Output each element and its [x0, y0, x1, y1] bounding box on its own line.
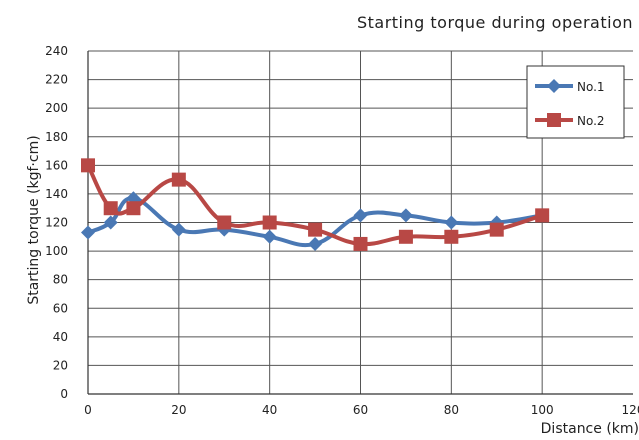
data-point: [398, 208, 413, 223]
data-point: [81, 158, 95, 173]
y-tick-label: 240: [45, 44, 68, 58]
y-tick-label: 60: [53, 301, 68, 315]
x-tick-label: 60: [353, 403, 368, 417]
y-tick-label: 140: [45, 187, 68, 201]
series-2: [81, 158, 550, 251]
x-tick-label: 80: [444, 403, 459, 417]
legend-box: [526, 65, 625, 139]
legend-item: No.2: [535, 113, 605, 128]
legend-swatch-marker: [547, 113, 561, 127]
legend-label: No.2: [577, 114, 605, 128]
legend-items: No.1 No.2: [535, 79, 605, 128]
data-point: [444, 229, 459, 244]
x-tick-label: 120: [622, 403, 639, 417]
x-tick-label: 0: [84, 403, 92, 417]
data-point: [171, 172, 186, 187]
x-tick-label: 100: [531, 403, 554, 417]
x-tick-label: 40: [262, 403, 277, 417]
plot-series: [81, 158, 550, 251]
y-axis-label: Starting torque (kgf·cm): [26, 135, 42, 304]
y-tick-label: 0: [60, 387, 68, 401]
x-tick-label: 20: [171, 403, 186, 417]
y-tick-label: 100: [45, 244, 68, 258]
data-point: [308, 236, 323, 251]
data-point: [353, 236, 368, 251]
data-point: [103, 215, 118, 230]
data-point: [262, 215, 277, 230]
legend-swatch-marker: [547, 79, 561, 93]
y-tick-label: 200: [45, 101, 68, 115]
chart-title: Starting torque during operation: [357, 13, 633, 32]
y-tick-label: 220: [45, 73, 68, 87]
y-tick-label: 160: [45, 158, 68, 172]
data-point: [535, 208, 550, 223]
legend-item: No.1: [535, 79, 605, 94]
data-point: [308, 222, 323, 237]
data-point: [489, 222, 504, 237]
y-tick-label: 40: [53, 330, 68, 344]
data-point: [126, 201, 141, 216]
data-point: [398, 229, 413, 244]
data-point: [262, 229, 277, 244]
data-point: [217, 215, 232, 230]
y-tick-label: 20: [53, 358, 68, 372]
x-axis-label: Distance (km): [541, 421, 639, 437]
legend: No.1 No.2: [526, 65, 625, 139]
data-point: [171, 222, 186, 237]
y-tick-label: 80: [53, 273, 68, 287]
data-point: [444, 215, 459, 230]
data-point: [353, 208, 368, 223]
y-tick-label: 180: [45, 130, 68, 144]
legend-label: No.1: [577, 80, 605, 94]
data-point: [103, 201, 118, 216]
tick-labels: 0 20 40 60 80 100 120 140 160 180 200 220 240 0 20 40 60…: [45, 44, 639, 417]
y-tick-label: 120: [45, 216, 68, 230]
data-point: [81, 225, 95, 240]
series-1: [81, 191, 550, 251]
